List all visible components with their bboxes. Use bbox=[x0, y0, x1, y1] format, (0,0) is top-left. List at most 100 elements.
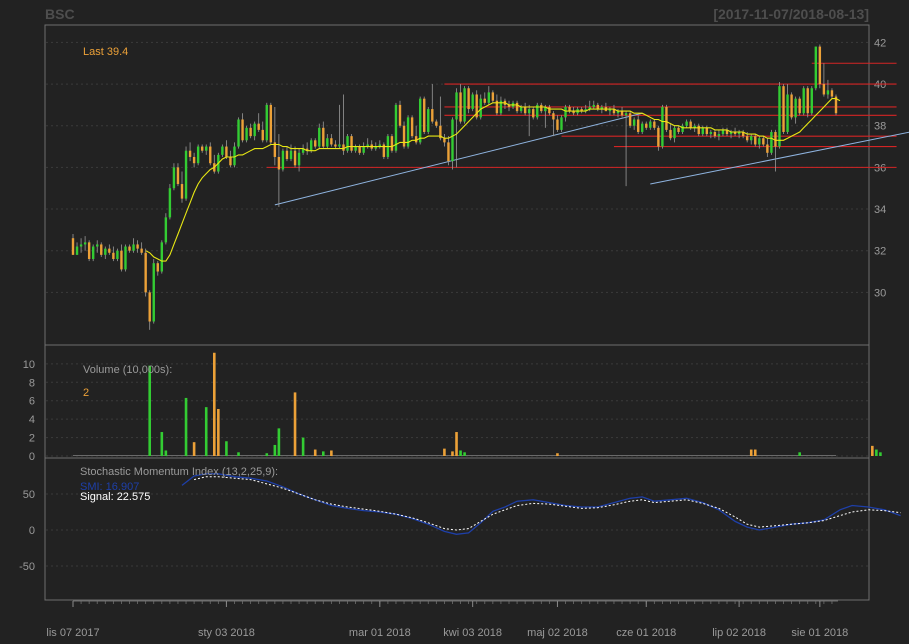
candle-body bbox=[423, 98, 426, 132]
candle-body bbox=[390, 136, 394, 151]
candle bbox=[568, 104, 571, 114]
candle-body bbox=[459, 92, 462, 122]
candle-body bbox=[180, 184, 184, 199]
candle bbox=[592, 100, 595, 110]
candle bbox=[649, 119, 652, 130]
candle bbox=[305, 142, 309, 155]
candle bbox=[584, 104, 587, 114]
candle-body bbox=[281, 150, 285, 170]
candle-body bbox=[293, 150, 297, 166]
volume-tick-label: 8 bbox=[29, 377, 35, 389]
candle-body bbox=[160, 242, 164, 272]
chart-title: BSC bbox=[45, 6, 75, 22]
candle-body bbox=[225, 146, 228, 157]
candle-body bbox=[556, 119, 559, 130]
candle-body bbox=[523, 106, 527, 114]
candle-body bbox=[414, 136, 418, 143]
candle-body bbox=[120, 250, 123, 270]
candle-body bbox=[100, 244, 103, 255]
candle bbox=[318, 123, 321, 149]
candle-body bbox=[596, 104, 600, 110]
candle-body bbox=[737, 131, 741, 135]
candle-body bbox=[798, 98, 801, 114]
candle bbox=[499, 96, 503, 116]
price-panel-frame bbox=[44, 24, 870, 346]
candle-body bbox=[741, 131, 745, 137]
candle-body bbox=[624, 113, 628, 116]
candle bbox=[398, 100, 402, 128]
candle-body bbox=[104, 248, 107, 255]
candle bbox=[83, 236, 87, 251]
candle-body bbox=[156, 263, 159, 272]
candle-body bbox=[245, 127, 248, 141]
x-tick-labels: lis 07 2017 sty 03 2018 mar 01 2018 kwi 03 … bbox=[46, 601, 848, 639]
candle-body bbox=[427, 109, 430, 132]
candle bbox=[144, 248, 147, 297]
candle-body bbox=[257, 123, 260, 130]
candle bbox=[200, 144, 204, 153]
candle-body bbox=[378, 144, 382, 147]
price-tick-label: 36 bbox=[874, 162, 886, 174]
x-tick-label: lis 07 2017 bbox=[46, 627, 99, 639]
volume-tick-label: 2 bbox=[29, 433, 35, 445]
volume-tick-label: 4 bbox=[29, 414, 35, 426]
candle-body bbox=[136, 244, 139, 249]
candle bbox=[406, 115, 410, 149]
last-price-label: Last 39.4 bbox=[83, 46, 128, 58]
candle-body bbox=[358, 146, 361, 153]
candle-body bbox=[87, 242, 91, 260]
candle-body bbox=[277, 156, 281, 170]
candle-body bbox=[665, 106, 668, 130]
volume-bar bbox=[265, 453, 269, 456]
candle bbox=[338, 104, 341, 149]
candle bbox=[661, 104, 664, 149]
candle bbox=[96, 240, 99, 253]
candle bbox=[265, 102, 268, 143]
candle-body bbox=[406, 117, 410, 147]
candle-body bbox=[237, 119, 240, 147]
candle bbox=[463, 86, 466, 124]
candle bbox=[556, 115, 559, 132]
smi-value-label: SMI: 16.907 bbox=[80, 481, 139, 493]
candle-body bbox=[661, 106, 664, 147]
price-tick-label: 30 bbox=[874, 287, 886, 299]
candle bbox=[608, 106, 612, 116]
candle-body bbox=[273, 142, 277, 157]
candle bbox=[636, 115, 640, 135]
candle-body bbox=[301, 148, 305, 153]
candle bbox=[750, 134, 753, 145]
volume-tick-label: 6 bbox=[29, 396, 35, 408]
candle bbox=[782, 84, 785, 135]
candle bbox=[455, 88, 458, 168]
smi-grid bbox=[46, 493, 868, 567]
candle bbox=[233, 142, 236, 168]
candle-body bbox=[205, 146, 208, 151]
candle bbox=[184, 146, 188, 201]
candle-body bbox=[564, 106, 567, 118]
candle bbox=[491, 90, 495, 103]
candle bbox=[261, 121, 264, 143]
candle bbox=[786, 84, 789, 135]
candle bbox=[814, 46, 818, 91]
candle bbox=[495, 94, 499, 116]
candle bbox=[164, 213, 168, 245]
candle bbox=[697, 123, 700, 137]
trend-line bbox=[274, 112, 643, 206]
candle bbox=[358, 144, 361, 155]
candle-body bbox=[620, 111, 624, 116]
volume-bar bbox=[164, 450, 168, 456]
candle-body bbox=[612, 109, 616, 114]
signal-line bbox=[193, 476, 901, 531]
candle bbox=[104, 246, 107, 260]
candle bbox=[354, 144, 357, 153]
candle bbox=[330, 134, 333, 147]
candle bbox=[774, 129, 777, 172]
candle bbox=[580, 106, 583, 114]
candle bbox=[423, 96, 426, 135]
volume-panel: 0 2 4 6 8 10 Volume (10,000s): 2 bbox=[23, 344, 882, 463]
candle-body bbox=[592, 104, 595, 107]
volume-bar bbox=[204, 407, 208, 456]
candle-body bbox=[366, 144, 369, 147]
candle-body bbox=[778, 86, 781, 147]
candle bbox=[794, 96, 797, 124]
